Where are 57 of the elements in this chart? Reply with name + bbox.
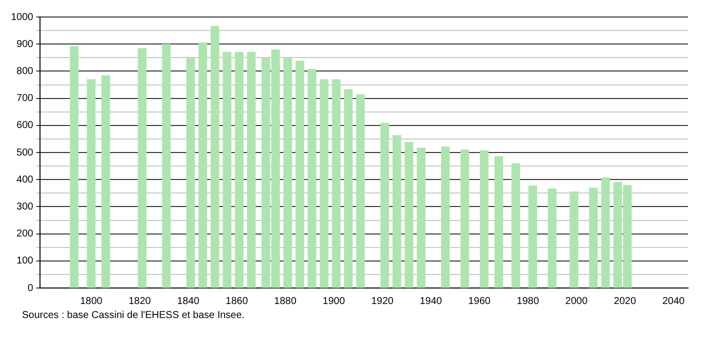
bar [308,68,316,288]
y-tick-label: 500 [16,147,34,158]
bar [296,60,304,288]
bar [480,150,489,288]
x-tick-label: 1920 [371,296,394,307]
bar [246,52,256,288]
bar [589,188,598,288]
bar [511,163,520,288]
bar [86,79,96,288]
bar [101,75,110,288]
bar [392,135,402,288]
y-tick-label: 100 [16,256,34,267]
bar [332,79,341,288]
x-tick-label: 1980 [516,296,540,307]
bar [283,58,292,288]
bar [416,148,426,288]
x-tick-label: 1900 [322,296,346,307]
bar [198,42,208,288]
bar [441,146,450,288]
bar [404,142,414,288]
bar [460,149,470,288]
bar [186,58,195,288]
x-tick-label: 1960 [468,296,491,307]
bar [528,186,538,288]
x-tick-label: 2040 [662,296,686,307]
bar [494,156,504,288]
bar [380,122,390,288]
x-tick-label: 1820 [128,296,152,307]
y-tick-label: 600 [16,120,34,132]
y-tick-label: 1000 [10,12,34,23]
source-note: Sources : base Cassini de l'EHESS et base Insee. [21,310,246,321]
y-tick-label: 900 [16,38,34,50]
bar [356,94,365,288]
x-tick-label: 1940 [420,296,442,307]
x-tick-label: 1860 [226,296,248,307]
y-tick-label: 700 [16,93,34,104]
y-tick-label: 800 [16,66,34,77]
bar [70,46,79,288]
y-tick-label: 400 [16,174,34,186]
bar [570,191,578,288]
bar [234,52,244,288]
bar [210,26,220,288]
bar [222,52,232,288]
y-tick-label: 0 [28,282,34,294]
bar [548,188,556,288]
bar [344,89,353,288]
bar [162,44,171,288]
bar [601,177,610,288]
x-tick-label: 1880 [274,296,297,307]
y-tick-label: 200 [16,228,34,240]
x-tick-label: 2020 [614,296,636,307]
y-tick-label: 300 [16,201,34,212]
x-tick-label: 2000 [565,296,588,307]
x-tick-label: 1800 [80,296,103,307]
bar [320,79,328,288]
bar [138,48,146,288]
x-tick-label: 1840 [177,296,200,307]
